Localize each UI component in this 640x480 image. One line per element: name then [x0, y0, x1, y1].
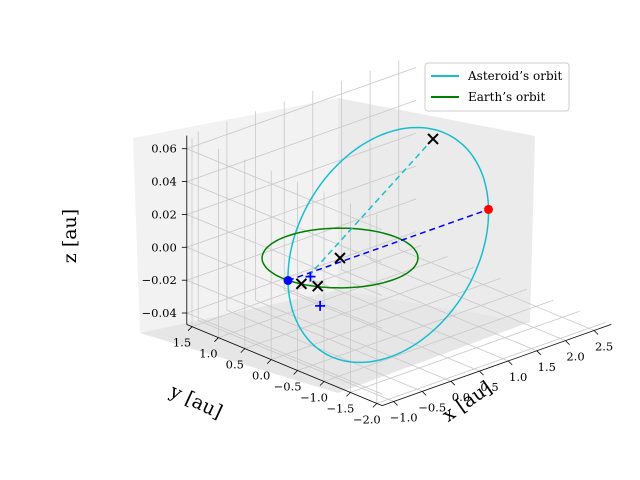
z-tick-label-1: 0.04	[151, 175, 177, 189]
x-axis-line	[381, 324, 612, 406]
x-tick-label-0: −1.0	[390, 411, 418, 425]
y-tick-label-4: −0.5	[274, 380, 302, 394]
grid-wall-z-right-2	[186, 132, 417, 215]
perihelion-marker	[283, 276, 293, 285]
legend-label-asteroid: Asteroid’s orbit	[467, 69, 562, 83]
x-tick-label-5: 1.5	[538, 360, 556, 374]
grid-wall-z-left-4	[186, 279, 383, 362]
y-tick-mark-4	[293, 370, 298, 375]
grid-wall-z-left-0	[186, 148, 383, 231]
x-tick-label-6: 2.0	[566, 350, 584, 364]
grid-floor-y-4	[297, 288, 527, 371]
grid-floor-x-2	[255, 299, 452, 382]
x-tick-mark-1	[421, 391, 427, 396]
y-tick-mark-7	[372, 403, 378, 408]
grid-wall-z-right-3	[186, 165, 417, 248]
x-tick-mark-7	[593, 330, 599, 335]
grid-floor-x-7	[398, 249, 595, 331]
x-axis-label: x [au]	[438, 377, 496, 427]
y-tick-label-1: 1.0	[199, 347, 217, 361]
earth-position-1-marker	[295, 278, 308, 290]
y-tick-label-2: 0.5	[226, 358, 244, 372]
legend: Asteroid’s orbit Earth’s orbit	[424, 62, 570, 112]
x-tick-label-4: 1.0	[509, 370, 527, 384]
grid-floor-y-7	[376, 321, 607, 404]
z-axis-label: z [au]	[59, 209, 81, 263]
z-tick-label-5: −0.04	[142, 306, 177, 320]
grid-floor-y-6	[350, 310, 580, 393]
x-tick-mark-4	[507, 360, 513, 366]
earth-position-2-marker	[311, 280, 324, 292]
grid-wall-z-left-5	[186, 312, 383, 395]
x-tick-mark-0	[393, 401, 398, 406]
sun-marker	[334, 252, 346, 264]
y-tick-label-5: −1.0	[300, 391, 328, 405]
asteroid-to-earth	[300, 138, 434, 285]
y-tick-label-7: −2.0	[353, 412, 381, 426]
grid-floor-x-4	[312, 279, 509, 362]
y-tick-mark-1	[214, 337, 219, 342]
grid-wall-z-right-1	[186, 100, 417, 182]
grid-floor-y-1	[218, 256, 448, 339]
legend-frame	[424, 62, 570, 112]
z-tick-label-3: 0.00	[151, 240, 177, 254]
markers	[283, 133, 493, 311]
grid-floor-y-3	[271, 278, 501, 360]
z-tick-label-0: 0.06	[151, 142, 177, 156]
z-tick-label-2: 0.02	[151, 208, 177, 222]
x-tick-label-2: 0.0	[452, 390, 470, 404]
grid-floor-x-1	[226, 309, 423, 392]
dashed-lines	[287, 138, 489, 285]
asteroid-position-marker	[427, 133, 439, 145]
aphelion-marker	[484, 204, 493, 214]
y-tick-mark-3	[266, 359, 272, 364]
grid-floor-x-6	[369, 259, 566, 341]
grid-floor-x-5	[341, 269, 537, 352]
x-tick-mark-5	[536, 350, 542, 356]
tick-labels: −1.0−0.50.00.51.01.52.02.51.51.00.50.0−0…	[142, 135, 613, 426]
x-tick-mark-2	[450, 380, 456, 386]
y-tick-label-6: −1.5	[326, 401, 354, 415]
y-tick-mark-0	[187, 326, 193, 331]
orbit-earth	[261, 227, 419, 289]
pane-back-left	[133, 98, 338, 333]
grid-floor-x-0	[198, 320, 394, 402]
apsides-line	[287, 208, 489, 282]
y-tick-mark-2	[240, 348, 246, 353]
y-tick-label-3: 0.0	[252, 369, 270, 383]
x-tick-label-7: 2.5	[595, 340, 613, 354]
pane-back-right	[338, 98, 535, 322]
legend-label-earth: Earth’s orbit	[468, 90, 545, 104]
y-tick-mark-6	[346, 392, 351, 397]
grid-floor-y-2	[244, 267, 475, 349]
grid-wall-z-right-5	[186, 231, 417, 314]
z-tick-label-4: −0.02	[142, 273, 177, 287]
grid-wall-z-left-1	[186, 181, 383, 263]
grid-lines	[186, 60, 607, 404]
y-axis-label: y [au]	[166, 380, 226, 424]
y-tick-mark-5	[319, 381, 325, 386]
grid-floor-y-0	[191, 245, 422, 328]
grid-floor-x-3	[284, 289, 480, 372]
x-tick-label-3: 0.5	[480, 380, 498, 394]
x-tick-mark-3	[479, 370, 484, 376]
x-tick-label-1: −0.5	[418, 400, 446, 414]
plus-1-marker	[305, 271, 316, 282]
grid-wall-z-left-2	[186, 214, 383, 296]
grid-wall-z-left-3	[186, 246, 383, 329]
x-tick-mark-6	[565, 340, 570, 345]
grid-wall-z-right-4	[186, 198, 417, 281]
plus-2-marker	[315, 300, 326, 311]
grid-wall-z-right-0	[186, 67, 417, 150]
grid-floor-y-5	[323, 299, 554, 382]
y-tick-label-0: 1.5	[173, 336, 191, 350]
y-axis-line	[186, 324, 383, 406]
